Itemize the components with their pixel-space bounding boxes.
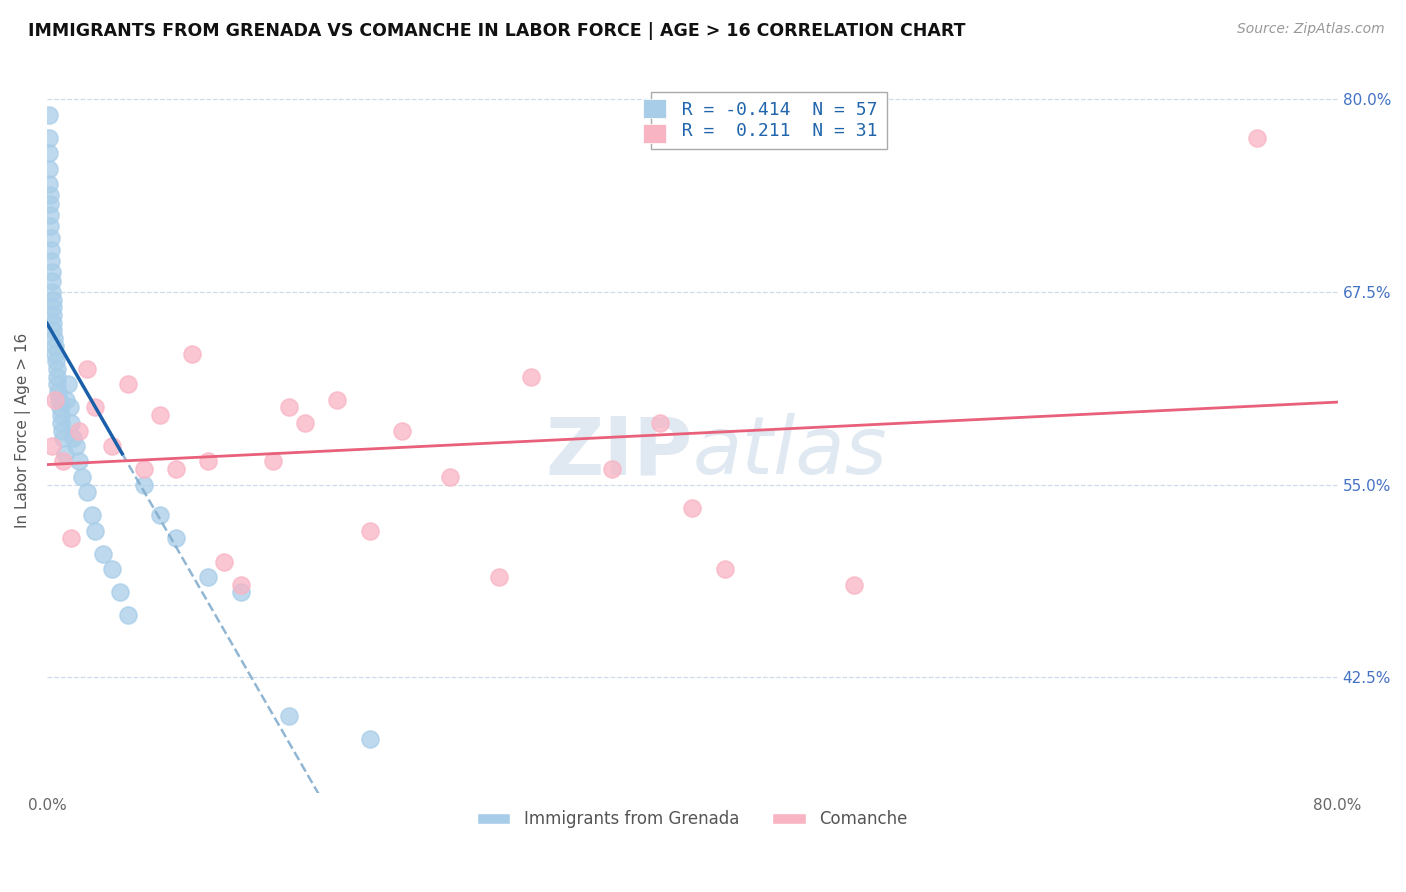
Point <box>41 265 63 279</box>
Point <box>842 577 865 591</box>
Point <box>214 555 236 569</box>
Legend: Immigrants from Grenada, Comanche: Immigrants from Grenada, Comanche <box>471 804 914 835</box>
Point <box>100 562 122 576</box>
Point <box>41 439 63 453</box>
Point <box>39 254 62 268</box>
FancyBboxPatch shape <box>644 124 666 143</box>
Point <box>58 401 80 415</box>
Point <box>53 447 76 461</box>
Point <box>39 187 62 202</box>
Point <box>55 392 77 407</box>
Point <box>681 500 703 515</box>
Point <box>39 208 62 222</box>
Point <box>41 274 63 288</box>
Point <box>67 424 90 438</box>
Point <box>326 392 349 407</box>
Point <box>197 454 219 468</box>
Point <box>48 392 70 407</box>
Point <box>84 401 107 415</box>
Point <box>44 346 66 360</box>
Point <box>165 532 187 546</box>
Point <box>38 131 60 145</box>
Point <box>294 416 316 430</box>
Point <box>51 424 73 438</box>
Point <box>72 470 94 484</box>
Text: ZIP: ZIP <box>546 413 692 491</box>
Point <box>278 401 301 415</box>
Point <box>46 377 69 392</box>
Point <box>41 301 63 315</box>
Point <box>100 439 122 453</box>
Point <box>45 369 67 384</box>
Point <box>76 362 98 376</box>
Point <box>439 470 461 484</box>
Point <box>359 524 381 538</box>
Point <box>149 508 172 523</box>
Point <box>39 244 62 258</box>
Point <box>56 377 79 392</box>
Point <box>38 161 60 176</box>
Point <box>82 508 104 523</box>
Point <box>648 416 671 430</box>
Point <box>108 585 131 599</box>
Point <box>520 369 543 384</box>
Point <box>46 385 69 400</box>
Point <box>45 362 67 376</box>
Point <box>278 708 301 723</box>
Point <box>67 454 90 468</box>
Point <box>41 285 63 299</box>
Point <box>60 416 83 430</box>
Point <box>132 477 155 491</box>
Point <box>39 231 62 245</box>
Point <box>41 293 63 307</box>
Point <box>229 585 252 599</box>
Point <box>52 454 75 468</box>
Point <box>51 416 73 430</box>
Point <box>38 146 60 161</box>
Point <box>45 354 67 368</box>
Text: R = -0.414  N = 57
  R =  0.211  N = 31: R = -0.414 N = 57 R = 0.211 N = 31 <box>659 101 877 140</box>
Point <box>38 177 60 191</box>
Point <box>65 439 87 453</box>
Point <box>117 377 139 392</box>
Point <box>488 570 510 584</box>
Y-axis label: In Labor Force | Age > 16: In Labor Force | Age > 16 <box>15 333 31 528</box>
Point <box>49 408 72 422</box>
Point <box>42 323 65 337</box>
Point <box>600 462 623 476</box>
Point <box>262 454 284 468</box>
Point <box>42 316 65 330</box>
Point <box>44 392 66 407</box>
Text: Source: ZipAtlas.com: Source: ZipAtlas.com <box>1237 22 1385 37</box>
Point <box>52 431 75 445</box>
Point <box>42 308 65 322</box>
Point <box>44 339 66 353</box>
Point <box>49 401 72 415</box>
Point <box>38 108 60 122</box>
Point <box>713 562 735 576</box>
Point <box>44 331 66 345</box>
FancyBboxPatch shape <box>644 99 666 118</box>
Point <box>149 408 172 422</box>
Point <box>39 219 62 233</box>
Point <box>359 731 381 746</box>
Point <box>181 346 204 360</box>
Point <box>165 462 187 476</box>
Text: atlas: atlas <box>692 413 887 491</box>
Point <box>391 424 413 438</box>
Point <box>39 197 62 211</box>
Point <box>76 485 98 500</box>
Text: IMMIGRANTS FROM GRENADA VS COMANCHE IN LABOR FORCE | AGE > 16 CORRELATION CHART: IMMIGRANTS FROM GRENADA VS COMANCHE IN L… <box>28 22 966 40</box>
Point <box>1246 131 1268 145</box>
Point <box>229 577 252 591</box>
Point <box>60 532 83 546</box>
Point <box>93 547 115 561</box>
Point <box>197 570 219 584</box>
Point <box>117 608 139 623</box>
Point <box>132 462 155 476</box>
Point <box>84 524 107 538</box>
Point <box>62 431 84 445</box>
